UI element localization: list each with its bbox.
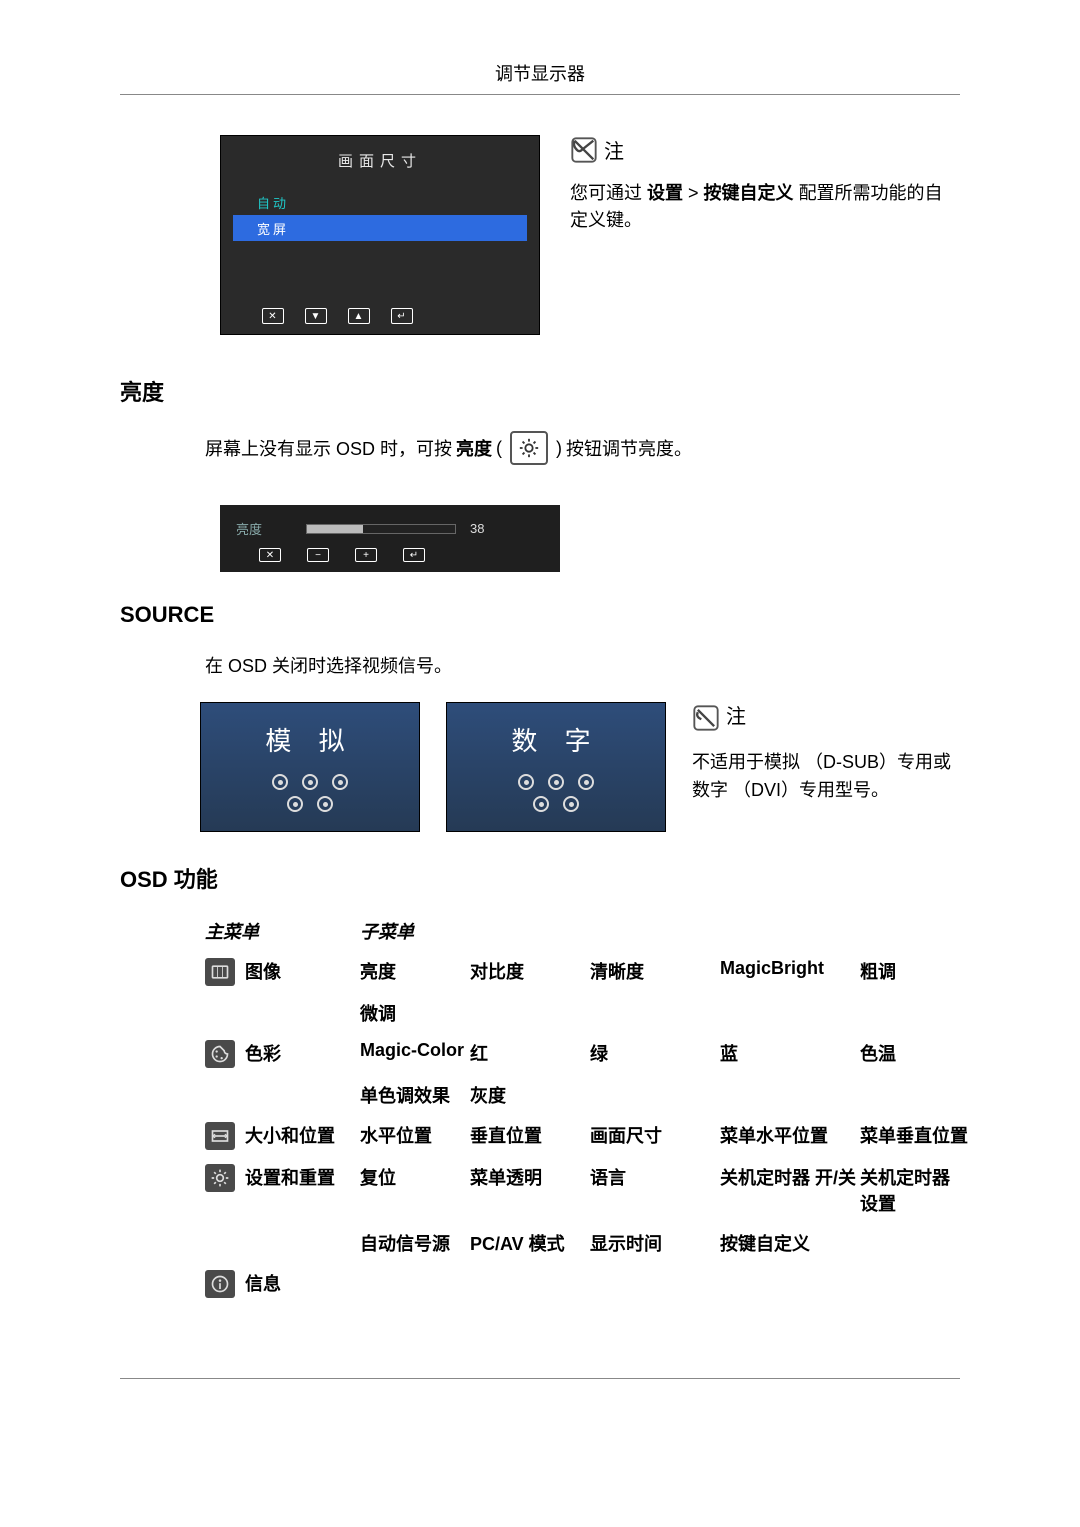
source-card-analog: 模 拟 bbox=[200, 702, 420, 832]
note-icon bbox=[692, 705, 720, 731]
osd-title: 画面尺寸 bbox=[221, 136, 539, 189]
size-osd-row: 画面尺寸 自动 宽屏 ✕ ▼ ▲ ↵ 注 您可通过 设置 > 按键自定义 配置所… bbox=[220, 135, 960, 335]
brightness-meter bbox=[306, 524, 456, 534]
note-block: 注 您可通过 设置 > 按键自定义 配置所需功能的自定义键。 bbox=[570, 135, 960, 234]
bright-bar-label: 亮度 bbox=[236, 519, 262, 538]
header-title: 调节显示器 bbox=[495, 64, 585, 84]
osd-table-row: 信息 bbox=[205, 1270, 960, 1298]
heading-source: SOURCE bbox=[120, 602, 960, 628]
main-menu-label: 色彩 bbox=[245, 1040, 281, 1066]
heading-brightness: 亮度 bbox=[120, 375, 960, 407]
menu-icon-setup bbox=[205, 1164, 235, 1192]
brightness-nav: ✕ − + ↵ bbox=[236, 548, 544, 562]
menu-icon-image bbox=[205, 958, 235, 986]
brightness-description: 屏幕上没有显示 OSD 时，可按 亮度 ( ) 按钮调节亮度。 bbox=[205, 431, 960, 465]
main-menu-label: 信息 bbox=[245, 1270, 281, 1296]
page-header: 调节显示器 bbox=[120, 60, 960, 95]
osd-option-wide: 宽屏 bbox=[233, 215, 527, 241]
osd-table-row: 图像亮度对比度清晰度MagicBright粗调 bbox=[205, 958, 960, 986]
osd-table-row: 色彩Magic-Color红绿蓝色温 bbox=[205, 1040, 960, 1068]
main-menu-label: 大小和位置 bbox=[245, 1122, 335, 1148]
osd-screen-size: 画面尺寸 自动 宽屏 ✕ ▼ ▲ ↵ bbox=[220, 135, 540, 335]
osd-table-subrow: 微调 bbox=[205, 1000, 960, 1026]
brightness-bar: 亮度 38 ✕ − + ↵ bbox=[220, 505, 560, 572]
main-menu-label: 图像 bbox=[245, 958, 281, 984]
note-body: 您可通过 设置 > 按键自定义 配置所需功能的自定义键。 bbox=[570, 180, 960, 234]
note-label: 注 bbox=[604, 135, 624, 164]
osd-table-row: 设置和重置复位菜单透明语言关机定时器 开/关关机定时器 设置 bbox=[205, 1164, 960, 1216]
note-icon bbox=[570, 137, 598, 163]
osd-table-header: 主菜单 子菜单 bbox=[205, 918, 960, 944]
osd-nav-icons: ✕ ▼ ▲ ↵ bbox=[221, 308, 539, 324]
osd-table-row: 大小和位置水平位置垂直位置画面尺寸菜单水平位置菜单垂直位置 bbox=[205, 1122, 960, 1150]
menu-icon-info bbox=[205, 1270, 235, 1298]
osd-table-subrow: 自动信号源PC/AV 模式显示时间按键自定义 bbox=[205, 1230, 960, 1256]
brightness-icon bbox=[510, 431, 548, 465]
source-note: 注 不适用于模拟 （D-SUB）专用或数字 （DVI）专用型号。 bbox=[692, 702, 960, 805]
source-body: 在 OSD 关闭时选择视频信号。 bbox=[205, 652, 960, 678]
heading-osd-functions: OSD 功能 bbox=[120, 862, 960, 894]
main-menu-label: 设置和重置 bbox=[245, 1164, 335, 1190]
osd-option-auto: 自动 bbox=[233, 189, 527, 215]
menu-icon-size bbox=[205, 1122, 235, 1150]
osd-table-subrow: 单色调效果灰度 bbox=[205, 1082, 960, 1108]
source-cards-row: 模 拟 数 字 注 不适用于模拟 （D-SUB）专用或数字 （DVI）专用型号。 bbox=[200, 702, 960, 832]
source-card-digital: 数 字 bbox=[446, 702, 666, 832]
bright-bar-value: 38 bbox=[470, 521, 484, 536]
page-footer-rule bbox=[120, 1378, 960, 1380]
menu-icon-color bbox=[205, 1040, 235, 1068]
